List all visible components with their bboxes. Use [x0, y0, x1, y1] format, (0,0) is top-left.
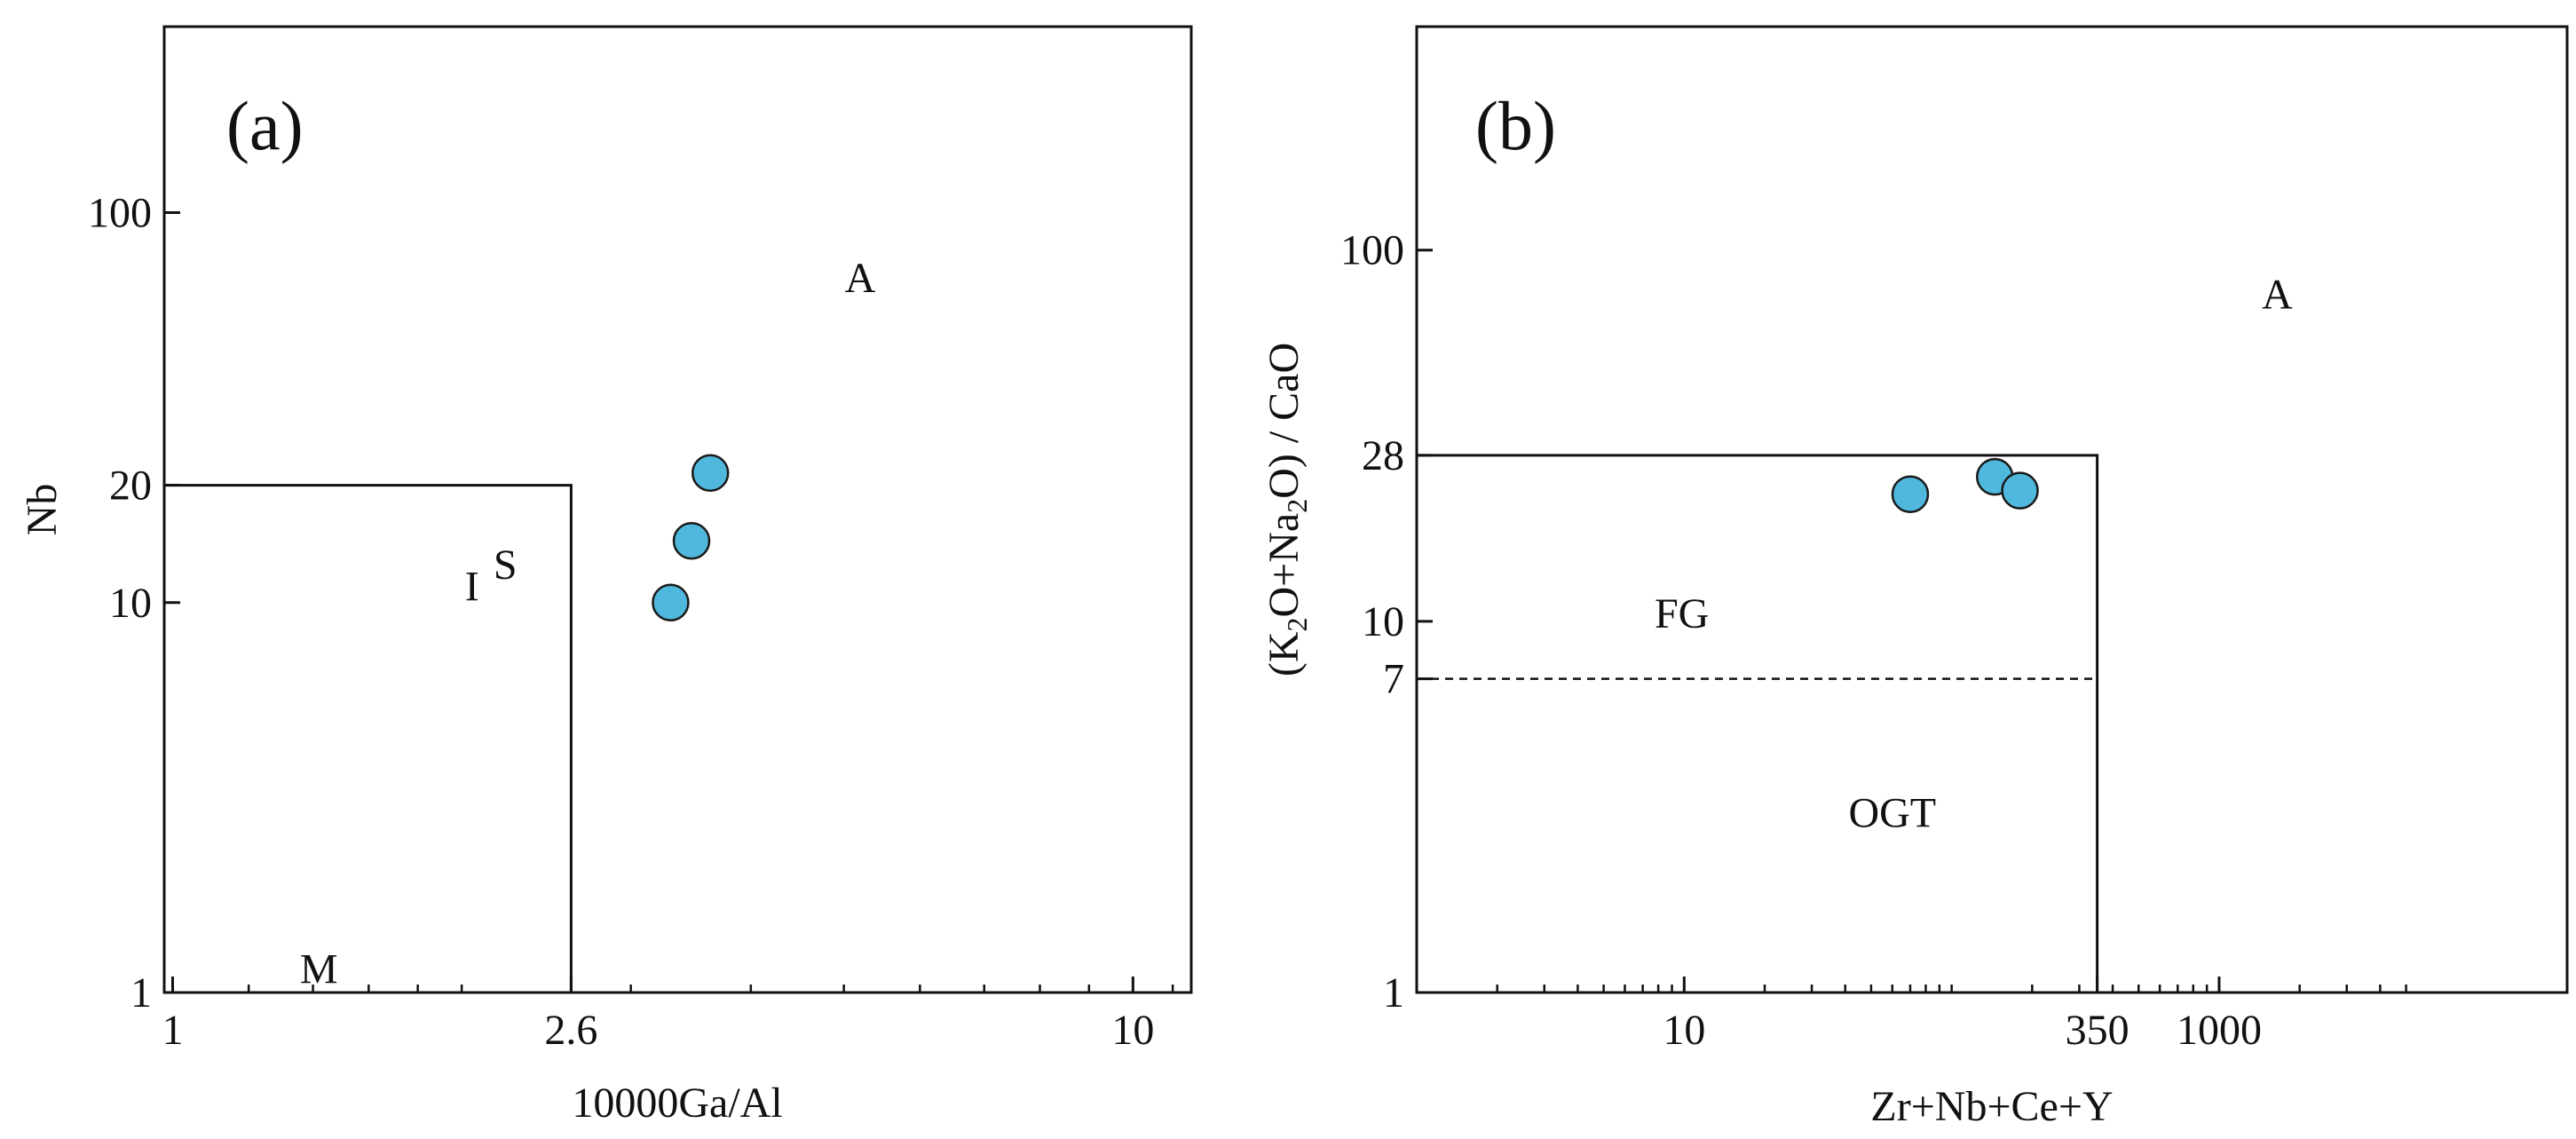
y-title-sub-1: 2 — [1281, 618, 1313, 632]
panel-a-data-points — [652, 454, 730, 622]
panel-a-y-axis-title: Nb — [19, 484, 66, 536]
x-tick-label: 350 — [2066, 1007, 2130, 1054]
sample-point — [691, 454, 730, 493]
panel-b-ticks: 10 350 1000 1 7 10 28 100 — [1340, 227, 2407, 1054]
panel-b-frame — [1415, 25, 2569, 994]
x-tick-label: 2.6 — [544, 1007, 597, 1054]
x-tick-label: 10 — [1111, 1007, 1154, 1054]
panel-a-frame — [162, 25, 1193, 994]
y-tick-label: 1 — [130, 969, 152, 1016]
panel-b-data-points — [1891, 457, 2039, 513]
sample-point — [652, 583, 690, 622]
panel-b: 10 350 1000 1 7 10 28 100 A FG OGT (b) Zr+Nb+Ce+Y… — [1260, 25, 2569, 1130]
panel-b-boundaries — [1417, 454, 2099, 993]
panel-a-ticks: 1 2.6 10 1 10 20 100 — [88, 190, 1174, 1054]
boundary-line-solid — [164, 484, 573, 993]
y-tick-label: 10 — [109, 580, 152, 627]
field-label-a: A — [845, 255, 876, 302]
y-title-part-2: O+Na — [1260, 513, 1308, 618]
panel-a-boundaries — [164, 484, 573, 993]
panel-a: 1 2.6 10 1 10 20 100 A I S M (a) 10000Ga/Al Nb — [19, 25, 1193, 1127]
panel-a-field-labels: A I S M — [300, 255, 876, 993]
field-label-i: I — [465, 564, 479, 611]
sample-point — [1891, 475, 1930, 513]
y-tick-label: 28 — [1362, 432, 1404, 479]
sample-point — [672, 521, 711, 560]
y-tick-label: 7 — [1383, 656, 1404, 703]
panel-b-x-axis-title: Zr+Nb+Ce+Y — [1870, 1083, 2113, 1130]
y-tick-label: 20 — [109, 463, 152, 510]
x-tick-label: 10 — [1663, 1007, 1705, 1054]
y-title-part-3: O) / CaO — [1260, 343, 1308, 499]
field-label-m: M — [300, 945, 338, 993]
sample-point — [2001, 471, 2039, 510]
field-label-s: S — [494, 542, 518, 589]
y-tick-label: 100 — [1340, 227, 1404, 274]
y-tick-label: 10 — [1362, 598, 1404, 645]
field-label-fg: FG — [1655, 590, 1709, 637]
field-label-a: A — [2262, 272, 2293, 319]
y-tick-label: 1 — [1383, 969, 1404, 1016]
x-tick-label: 1 — [162, 1007, 183, 1054]
panel-b-y-axis-title: (K2O+Na2O) / CaO — [1260, 343, 1313, 676]
field-label-ogt: OGT — [1848, 789, 1936, 836]
x-tick-label: 1000 — [2177, 1007, 2262, 1054]
panel-a-x-axis-title: 10000Ga/Al — [572, 1080, 782, 1127]
boundary-line-solid — [1417, 454, 2099, 993]
y-title-part-1: (K — [1260, 631, 1308, 676]
panel-b-tag: (b) — [1475, 87, 1556, 164]
y-tick-label: 100 — [88, 190, 152, 237]
panel-b-field-labels: A FG OGT — [1655, 272, 2293, 837]
y-title-sub-2: 2 — [1281, 499, 1313, 513]
panel-a-tag: (a) — [226, 87, 304, 164]
